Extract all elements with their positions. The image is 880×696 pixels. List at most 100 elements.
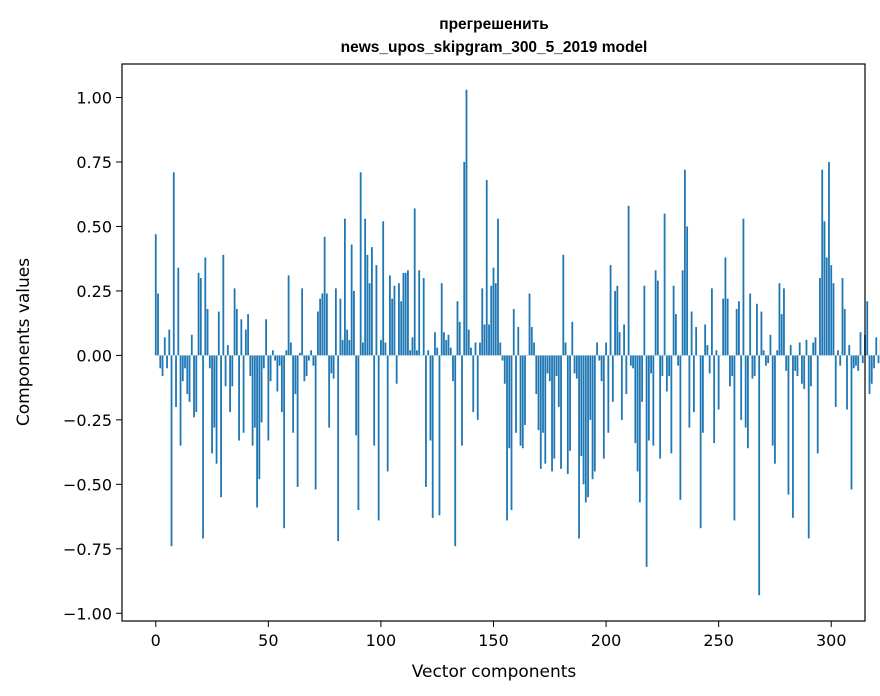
bar <box>670 355 673 454</box>
bar <box>400 301 403 356</box>
bar <box>683 169 686 356</box>
bar <box>328 355 331 428</box>
bar <box>539 355 542 469</box>
bar <box>353 290 355 356</box>
bar <box>382 221 385 356</box>
bar <box>470 347 472 356</box>
bar <box>801 355 803 384</box>
bar <box>740 355 743 420</box>
bar <box>368 283 371 356</box>
bar <box>508 355 511 449</box>
bar <box>643 285 646 356</box>
bar <box>542 355 544 433</box>
bar <box>323 236 326 356</box>
bar <box>560 355 562 469</box>
bar <box>634 355 637 444</box>
bar <box>350 244 353 356</box>
bar <box>364 218 367 356</box>
x-tick-label: 0 <box>151 631 161 650</box>
bar <box>706 345 709 356</box>
bar <box>348 339 351 356</box>
bar <box>837 350 839 356</box>
bar <box>483 324 486 356</box>
bar <box>805 339 808 356</box>
bar <box>562 254 565 356</box>
x-tick-label: 300 <box>816 631 847 650</box>
bar <box>456 301 459 356</box>
bar <box>510 355 513 511</box>
bar <box>771 355 774 446</box>
bar <box>758 355 761 596</box>
bar <box>319 298 322 356</box>
bar <box>519 355 522 446</box>
bar <box>490 285 493 356</box>
bar <box>701 355 704 433</box>
bar <box>713 355 716 444</box>
bar <box>238 355 240 441</box>
bar <box>303 355 306 382</box>
bar <box>623 324 625 356</box>
bar <box>325 293 328 356</box>
bar <box>211 355 213 454</box>
bar <box>828 161 830 356</box>
bar <box>848 345 851 356</box>
bar <box>488 324 490 356</box>
bar <box>830 265 833 356</box>
y-tick-label: −1.00 <box>63 604 112 623</box>
bar <box>287 275 290 356</box>
bar <box>283 355 286 529</box>
bar <box>877 355 880 364</box>
bar <box>618 332 621 356</box>
bar <box>598 355 601 361</box>
bar <box>186 355 189 395</box>
bar <box>229 355 231 413</box>
bar <box>220 355 222 498</box>
bar <box>375 265 378 356</box>
bar <box>605 342 607 356</box>
bar <box>204 257 207 356</box>
bar <box>465 89 468 356</box>
bar <box>726 298 729 356</box>
bar <box>242 355 245 433</box>
bar <box>819 278 821 356</box>
bar <box>857 355 860 371</box>
bar <box>620 355 623 420</box>
bar <box>492 267 495 356</box>
bar <box>569 355 571 451</box>
bar <box>629 355 632 366</box>
x-axis-label: Vector components <box>412 662 577 682</box>
y-tick-label: −0.25 <box>63 411 112 430</box>
bar <box>386 355 389 472</box>
bar <box>677 355 680 366</box>
chart-title: прегрешенить <box>439 16 549 33</box>
bar <box>688 355 691 428</box>
bar <box>332 355 335 379</box>
bar <box>555 355 558 377</box>
bar <box>722 298 725 356</box>
bar <box>843 308 846 356</box>
bar <box>656 280 659 356</box>
bar <box>274 355 276 361</box>
bar <box>762 350 765 356</box>
bar <box>593 355 596 472</box>
bar <box>249 355 252 377</box>
bar <box>294 355 297 395</box>
bar <box>632 355 634 369</box>
bar <box>422 278 425 356</box>
x-tick-label: 150 <box>478 631 509 650</box>
bar <box>292 355 295 433</box>
bar <box>679 355 682 500</box>
bar <box>573 355 576 374</box>
bar <box>627 205 630 356</box>
bar <box>166 355 168 369</box>
bar <box>479 342 481 356</box>
bar <box>699 355 702 529</box>
bar <box>641 355 643 402</box>
bar <box>760 311 763 356</box>
bar <box>278 355 281 366</box>
bar <box>316 311 319 356</box>
bar <box>429 355 432 441</box>
bar <box>825 257 828 356</box>
bar <box>602 355 605 459</box>
bar <box>711 288 713 356</box>
